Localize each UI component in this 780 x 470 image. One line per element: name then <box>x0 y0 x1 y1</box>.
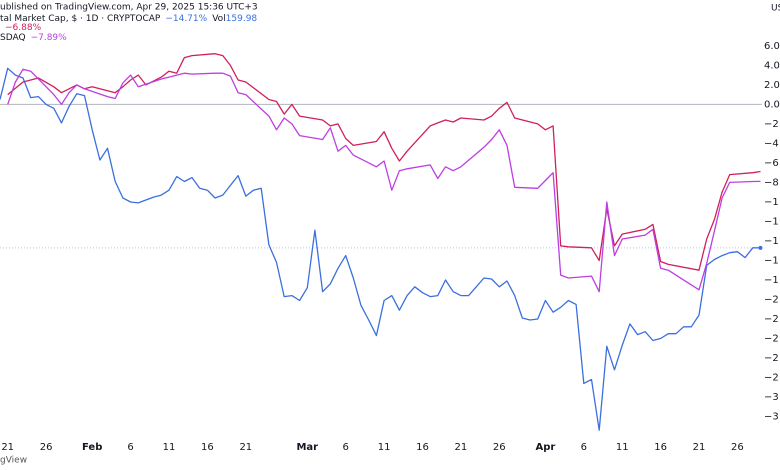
series-line <box>0 67 761 431</box>
y-tick-label: −2 <box>764 353 779 364</box>
y-tick-label: 6.00 <box>764 41 780 52</box>
y-tick-label: −1 <box>764 216 779 227</box>
x-tick-label: Apr <box>535 442 555 453</box>
legend-entry: −6.88% <box>5 23 42 33</box>
x-tick-label: 21 <box>693 442 706 453</box>
x-tick-label: 26 <box>731 442 744 453</box>
x-tick-label: 11 <box>163 442 176 453</box>
y-tick-label: 2.00 <box>764 80 780 91</box>
legend-change: −14.71% <box>165 14 207 24</box>
x-tick-label: 6 <box>127 442 133 453</box>
y-tick-label: −3 <box>764 412 779 423</box>
legend-change: −7.89% <box>31 33 68 43</box>
y-tick-label: −2 <box>764 334 779 345</box>
volume-value: 159.98 <box>226 14 258 24</box>
y-tick-label: −2 <box>764 119 779 130</box>
subtitle: ublished on TradingView.com, Apr 29, 202… <box>0 3 258 13</box>
x-tick-label: 21 <box>455 442 468 453</box>
legend-entry: SDAQ −7.89% <box>0 33 67 43</box>
x-tick-label: 16 <box>201 442 214 453</box>
x-tick-label: 26 <box>40 442 53 453</box>
legend-name: tal Market Cap, $ · 1D · CRYPTOCAP <box>0 14 161 24</box>
volume-label: Vol <box>212 14 225 24</box>
x-tick-label: 16 <box>416 442 429 453</box>
y-tick-label: −2 <box>764 314 779 325</box>
y-tick-label: −4 <box>764 138 779 149</box>
y-tick-label: 4.00 <box>764 60 780 71</box>
legend: tal Market Cap, $ · 1D · CRYPTOCAP −14.71… <box>0 14 257 43</box>
y-tick-label: −2 <box>764 295 779 306</box>
legend-entry: tal Market Cap, $ · 1D · CRYPTOCAP −14.71… <box>0 14 257 24</box>
x-tick-label: 11 <box>378 442 391 453</box>
y-tick-label: −1 <box>764 255 779 266</box>
x-tick-label: 21 <box>239 442 252 453</box>
currency-label: US <box>771 4 780 14</box>
y-tick-label: −8 <box>764 177 779 188</box>
y-tick-label: −3 <box>764 392 779 403</box>
x-tick-label: 16 <box>654 442 667 453</box>
y-tick-label: 0.00 <box>764 99 780 110</box>
last-price-dot <box>758 245 763 250</box>
x-tick-label: 6 <box>581 442 587 453</box>
x-tick-label: 11 <box>616 442 629 453</box>
legend-name: SDAQ <box>0 33 26 43</box>
x-tick-label: Feb <box>82 442 102 453</box>
y-tick-label: −1 <box>764 275 779 286</box>
footer: gView <box>0 456 27 466</box>
y-tick-label: −1 <box>764 236 779 247</box>
legend-change: −6.88% <box>5 23 42 33</box>
series-line <box>7 53 761 271</box>
y-tick-label: −1 <box>764 197 779 208</box>
x-tick-label: 26 <box>493 442 506 453</box>
x-tick-label: 6 <box>342 442 348 453</box>
series-line <box>7 68 761 293</box>
x-tick-label: 21 <box>1 442 14 453</box>
x-tick-label: Mar <box>296 442 318 453</box>
y-tick-label: −2 <box>764 373 779 384</box>
y-tick-label: −6 <box>764 158 779 169</box>
